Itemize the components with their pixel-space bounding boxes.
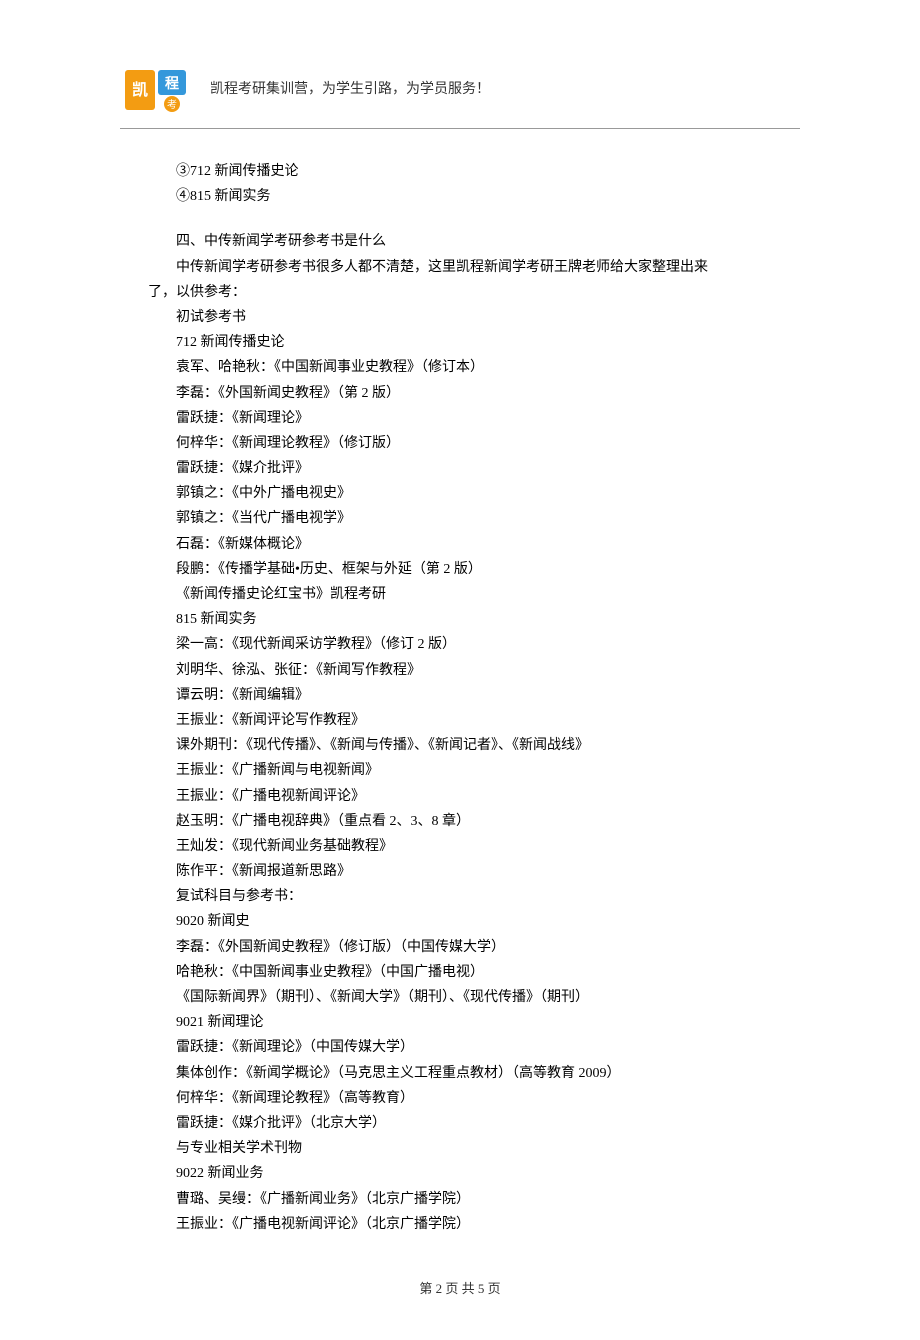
- book-reference: 王振业：《新闻评论写作教程》: [148, 708, 800, 733]
- course-code: 9022 新闻业务: [148, 1161, 800, 1186]
- book-reference: 段鹏：《传播学基础•历史、框架与外延（第 2 版）: [148, 557, 800, 582]
- text-line: 了，以供参考：: [148, 280, 800, 305]
- course-code: 9021 新闻理论: [148, 1010, 800, 1035]
- book-reference: 王振业：《广播电视新闻评论》: [148, 784, 800, 809]
- book-reference: 郭镇之：《中外广播电视史》: [148, 481, 800, 506]
- course-code: 712 新闻传播史论: [148, 330, 800, 355]
- book-reference: 雷跃捷：《新闻理论》: [148, 406, 800, 431]
- book-reference: 李磊：《外国新闻史教程》（第 2 版）: [148, 381, 800, 406]
- document-header: 凯 程 考 凯程考研集训营，为学生引路，为学员服务！: [120, 60, 800, 129]
- book-reference: 王振业：《广播新闻与电视新闻》: [148, 758, 800, 783]
- svg-text:凯: 凯: [132, 80, 148, 99]
- section-title: 四、中传新闻学考研参考书是什么: [148, 229, 800, 254]
- course-code: 815 新闻实务: [148, 607, 800, 632]
- book-reference: 曹璐、吴缦：《广播新闻业务》（北京广播学院）: [148, 1187, 800, 1212]
- book-reference: 课外期刊：《现代传播》、《新闻与传播》、《新闻记者》、《新闻战线》: [148, 733, 800, 758]
- book-reference: 雷跃捷：《新闻理论》（中国传媒大学）: [148, 1035, 800, 1060]
- book-reference: 梁一高：《现代新闻采访学教程》（修订 2 版）: [148, 632, 800, 657]
- page-number: 第 2 页 共 5 页: [419, 1281, 500, 1296]
- book-reference: 《新闻传播史论红宝书》凯程考研: [148, 582, 800, 607]
- subsection-title: 初试参考书: [148, 305, 800, 330]
- book-reference: 赵玉明：《广播电视辞典》（重点看 2、3、8 章）: [148, 809, 800, 834]
- book-reference: 石磊：《新媒体概论》: [148, 532, 800, 557]
- svg-text:程: 程: [165, 76, 179, 92]
- book-reference: 谭云明：《新闻编辑》: [148, 683, 800, 708]
- book-reference: 哈艳秋：《中国新闻事业史教程》（中国广播电视）: [148, 960, 800, 985]
- book-reference: 王振业：《广播电视新闻评论》（北京广播学院）: [148, 1212, 800, 1237]
- book-reference: 雷跃捷：《媒介批评》: [148, 456, 800, 481]
- book-reference: 何梓华：《新闻理论教程》（修订版）: [148, 431, 800, 456]
- header-slogan: 凯程考研集训营，为学生引路，为学员服务！: [210, 77, 490, 102]
- subsection-title: 复试科目与参考书：: [148, 884, 800, 909]
- svg-text:考: 考: [167, 99, 177, 111]
- book-reference: 袁军、哈艳秋：《中国新闻事业史教程》（修订本）: [148, 355, 800, 380]
- text-line: ④815 新闻实务: [148, 184, 800, 209]
- document-content: ③712 新闻传播史论 ④815 新闻实务 四、中传新闻学考研参考书是什么 中传…: [120, 159, 800, 1237]
- book-reference: 郭镇之：《当代广播电视学》: [148, 506, 800, 531]
- book-reference: 王灿发：《现代新闻业务基础教程》: [148, 834, 800, 859]
- text-line: 中传新闻学考研参考书很多人都不清楚，这里凯程新闻学考研王牌老师给大家整理出来: [148, 255, 800, 280]
- book-reference: 陈作平：《新闻报道新思路》: [148, 859, 800, 884]
- kaicheng-logo: 凯 程 考: [120, 60, 190, 120]
- book-reference: 李磊：《外国新闻史教程》（修订版）（中国传媒大学）: [148, 935, 800, 960]
- course-code: 9020 新闻史: [148, 909, 800, 934]
- text-line: ③712 新闻传播史论: [148, 159, 800, 184]
- book-reference: 集体创作：《新闻学概论》（马克思主义工程重点教材）（高等教育 2009）: [148, 1061, 800, 1086]
- page-footer: 第 2 页 共 5 页: [120, 1277, 800, 1300]
- book-reference: 何梓华：《新闻理论教程》（高等教育）: [148, 1086, 800, 1111]
- book-reference: 刘明华、徐泓、张征：《新闻写作教程》: [148, 658, 800, 683]
- book-reference: 雷跃捷：《媒介批评》（北京大学）: [148, 1111, 800, 1136]
- book-reference: 与专业相关学术刊物: [148, 1136, 800, 1161]
- book-reference: 《国际新闻界》（期刊）、《新闻大学》（期刊）、《现代传播》（期刊）: [148, 985, 800, 1010]
